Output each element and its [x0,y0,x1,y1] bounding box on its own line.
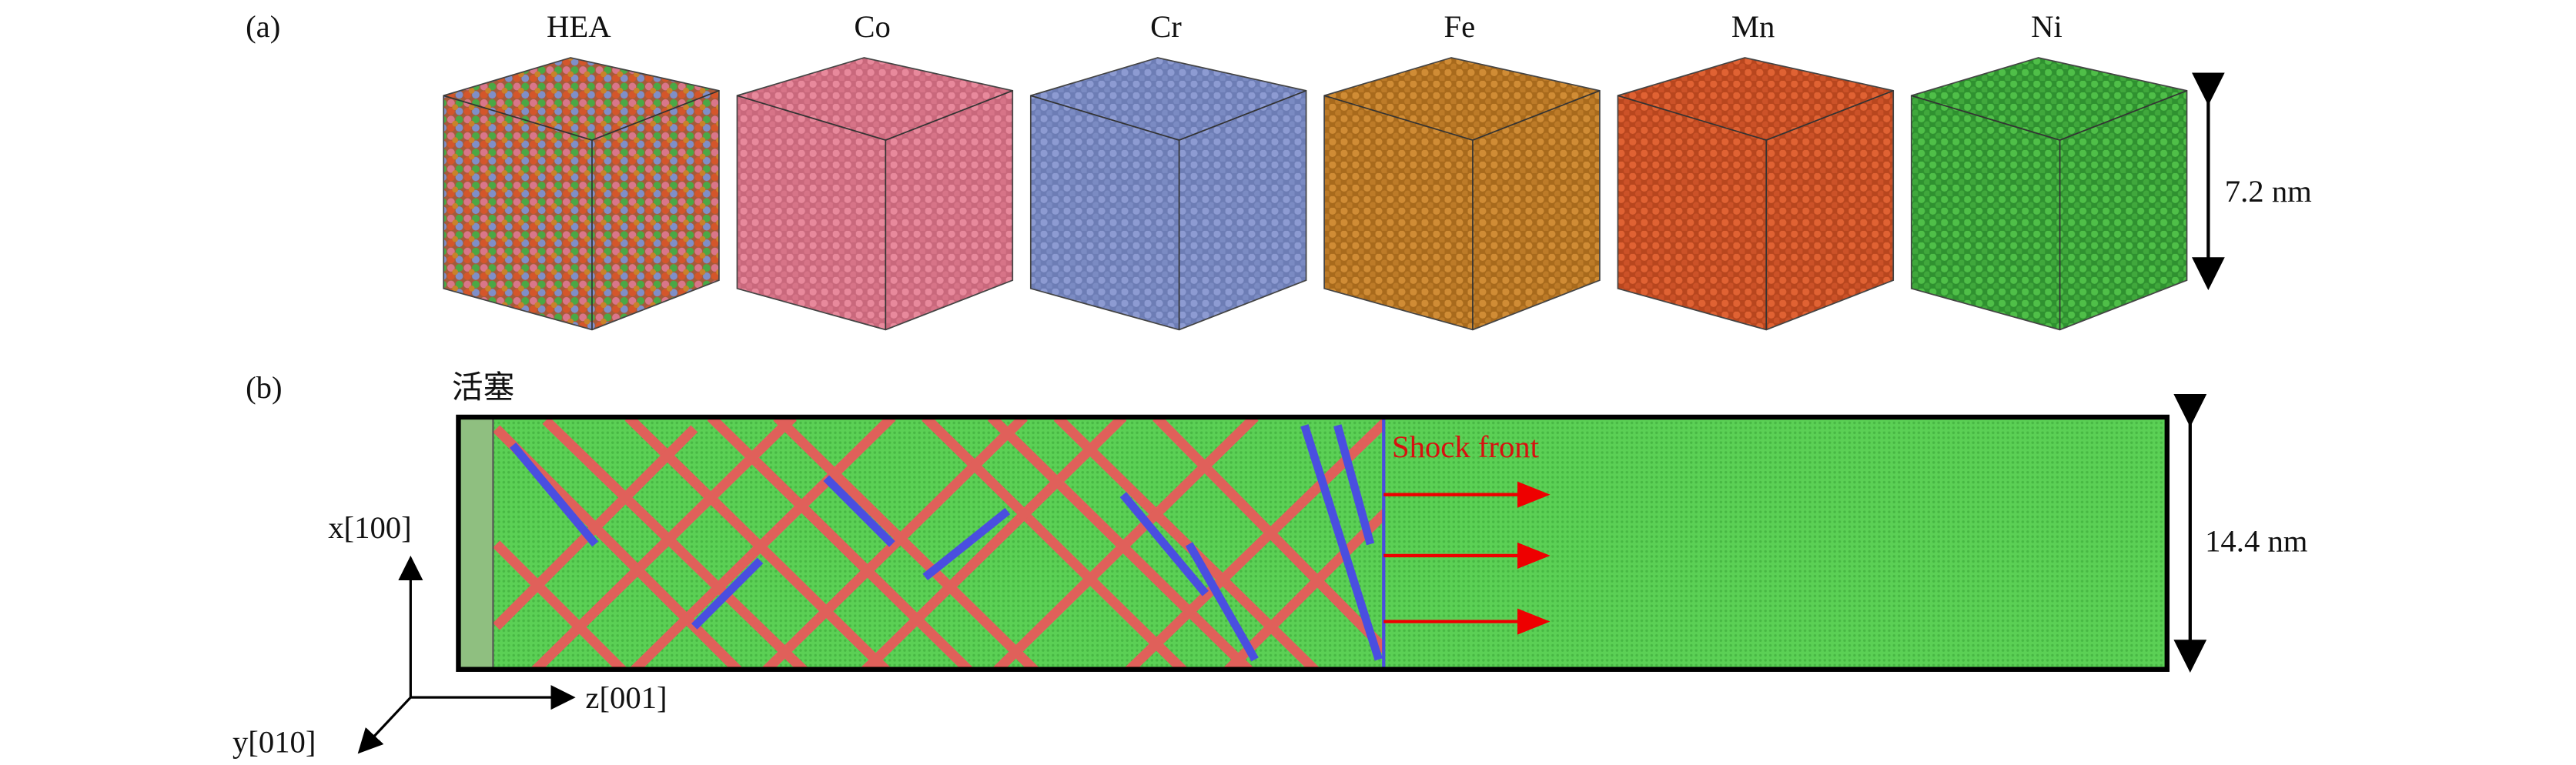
cube-title: HEA [547,9,611,44]
axis-label: y[010] [233,725,316,760]
cube [1910,57,2188,331]
deformed-region [493,416,1384,670]
dimension-label: 7.2 nm [2225,174,2312,209]
cube-title: Fe [1444,9,1475,44]
axis-label: z[001] [585,680,667,715]
cubes: HEA Co Cr Fe Mn Ni [443,9,2188,331]
dimension-label: 14.4 nm [2205,523,2308,558]
panel-label: (b) [246,370,282,405]
cube [1323,57,1601,331]
cube-title: Co [854,9,890,44]
shock-front-label: Shock front [1392,429,1540,464]
piston [457,416,494,670]
cube-title: Cr [1150,9,1182,44]
cube [443,57,720,331]
cube [1029,57,1307,331]
axes-triad [357,555,576,754]
cube-title: Mn [1731,9,1775,44]
cube [1617,57,1895,331]
shock-arrows [1383,481,1551,635]
cube [736,57,1014,331]
panel-label: (a) [246,9,280,44]
piston-label: 活塞 [452,370,514,405]
cube-title: Ni [2031,9,2062,44]
sample [493,416,2167,670]
axis-label: x[100] [328,510,411,545]
sample-border [456,414,2170,672]
